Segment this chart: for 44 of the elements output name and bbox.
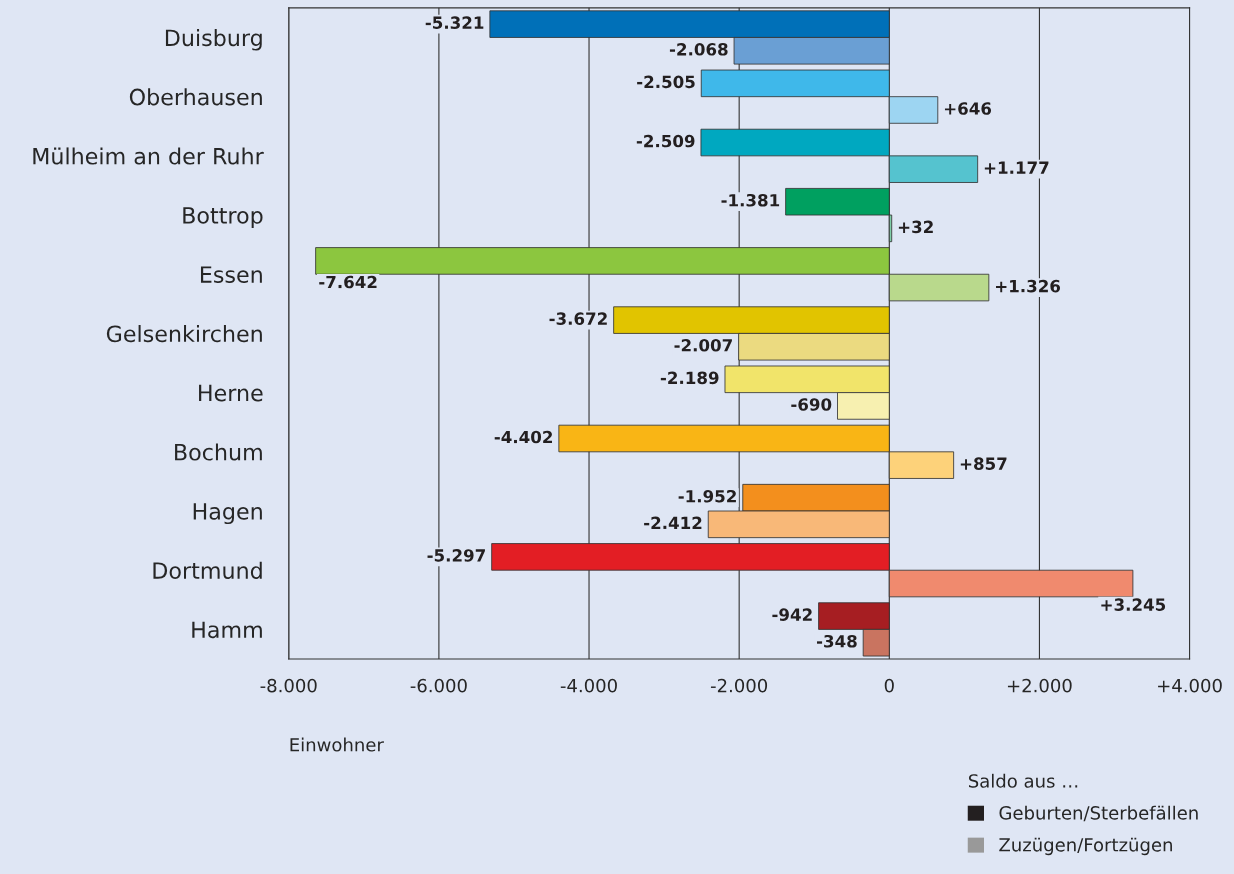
- y-tick-label: Bochum: [175, 443, 262, 461]
- data-label: +3.245: [1101, 598, 1166, 611]
- data-label: -1.381: [721, 193, 780, 207]
- data-label: +32: [898, 220, 933, 234]
- text: Zuzügen/Fortzügen: [999, 837, 1172, 856]
- data-label: -2.412: [644, 516, 702, 529]
- x-tick-label: +2.000: [1007, 678, 1072, 693]
- data-label: +857: [960, 457, 1007, 470]
- y-tick-label: Oberhausen: [129, 88, 262, 106]
- y-tick-label: Hagen: [193, 503, 262, 525]
- text: Geburten/Sterbefällen: [999, 805, 1198, 822]
- data-label: -7.642: [319, 275, 377, 289]
- y-tick-label: Duisburg: [165, 29, 262, 51]
- data-label: -3.672: [549, 312, 607, 325]
- data-label: -5.297: [427, 549, 485, 562]
- x-tick-label: -2.000: [710, 678, 768, 693]
- x-tick-label: -4.000: [560, 678, 617, 693]
- y-tick-label: Essen: [200, 266, 262, 283]
- data-label: +1.177: [984, 161, 1049, 174]
- data-label: -2.509: [636, 134, 695, 148]
- data-label: -4.402: [494, 430, 552, 444]
- data-label: -2.189: [660, 371, 719, 385]
- y-tick-label: Herne: [199, 384, 263, 402]
- x-tick-label: -8.000: [260, 678, 317, 693]
- x-axis-title: Einwohner: [290, 737, 384, 752]
- y-tick-label: Hamm: [192, 621, 262, 639]
- data-label: -942: [772, 608, 812, 621]
- x-tick-label: 0: [884, 678, 894, 693]
- y-tick-label: Bottrop: [183, 207, 263, 229]
- legend-title: Saldo aus …: [968, 773, 1078, 788]
- y-tick-label: Mülheim an der Ruhr: [33, 147, 264, 165]
- y-tick-label: Dortmund: [153, 561, 262, 579]
- data-label: -1.952: [678, 489, 736, 503]
- x-tick-label: +4.000: [1158, 678, 1222, 693]
- data-label: -5.321: [425, 16, 484, 29]
- data-label: -348: [816, 634, 857, 648]
- data-label: -690: [791, 398, 832, 411]
- y-tick-label: Gelsenkirchen: [106, 324, 262, 343]
- data-label: -2.505: [637, 75, 695, 89]
- data-label: +646: [944, 102, 992, 115]
- data-label: -2.068: [669, 43, 728, 56]
- data-label: +1.326: [996, 279, 1061, 293]
- x-tick-label: -6.000: [410, 678, 467, 693]
- data-label: -2.007: [674, 338, 732, 352]
